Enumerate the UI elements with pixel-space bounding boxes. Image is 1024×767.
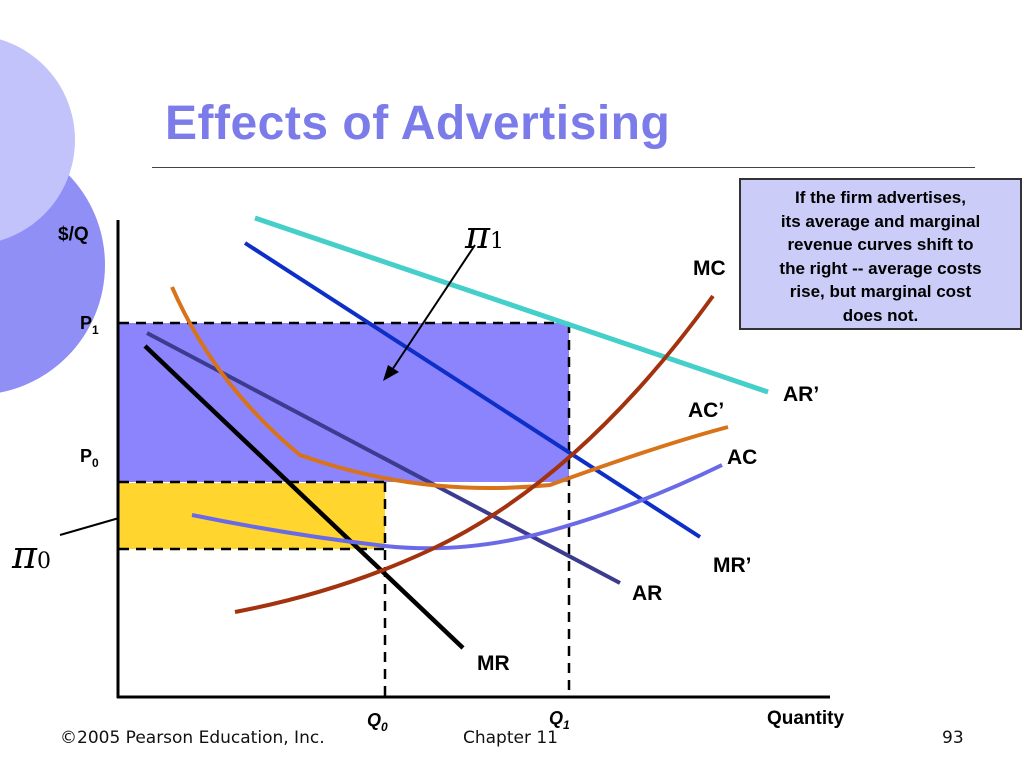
ar-label: AR — [632, 582, 662, 605]
decor-circle-light — [0, 39, 75, 241]
callout-line: the right -- average costs — [779, 258, 982, 278]
pi0-label: π0 — [11, 533, 51, 577]
dashed-guides — [119, 321, 571, 697]
mr-prime-curve — [243, 241, 702, 539]
callout-line: revenue curves shift to — [787, 235, 974, 254]
explanation-callout: If the firm advertises, its average and … — [739, 178, 1022, 330]
footer-copyright: ©2005 Pearson Education, Inc. — [60, 728, 325, 748]
ar-curve — [146, 331, 621, 585]
q1-label: Q1 — [549, 708, 570, 732]
ar-prime-curve — [254, 215, 769, 395]
mr-curve — [143, 344, 465, 650]
ac-prime-label: AC’ — [688, 399, 724, 422]
ar-prime-label: AR’ — [783, 383, 819, 406]
ac-label: AC — [727, 446, 757, 469]
q0-label: Q0 — [367, 710, 388, 734]
mc-label: MC — [693, 257, 726, 280]
pi0-pointer-line — [59, 517, 120, 536]
x-axis-label: Quantity — [767, 708, 844, 729]
p0-label: P0 — [80, 446, 99, 470]
ac-prime-curve — [170, 286, 729, 491]
title-divider — [152, 167, 975, 168]
pi1-label: π1 — [464, 213, 504, 257]
pi1-arrowhead — [383, 365, 399, 381]
footer-page-number: 93 — [942, 728, 964, 748]
slide-title: Effects of Advertising — [165, 97, 671, 150]
mr-label: MR — [477, 652, 510, 675]
pi1-arrow-line — [391, 244, 476, 371]
mr-prime-label: MR’ — [713, 554, 752, 577]
p1-label: P1 — [80, 313, 99, 337]
y-axis-label: $/Q — [58, 224, 89, 245]
profit-area-after-advertising — [119, 323, 569, 482]
ac-curve — [191, 463, 723, 551]
mc-curve — [234, 294, 715, 614]
callout-line: rise, but marginal cost — [789, 282, 972, 301]
profit-area-before-advertising — [119, 483, 385, 549]
callout-line: If the firm advertises, — [794, 188, 966, 207]
callout-line: does not. — [842, 305, 919, 325]
footer-chapter: Chapter 11 — [463, 728, 559, 748]
callout-line: its average and marginal — [780, 211, 981, 231]
